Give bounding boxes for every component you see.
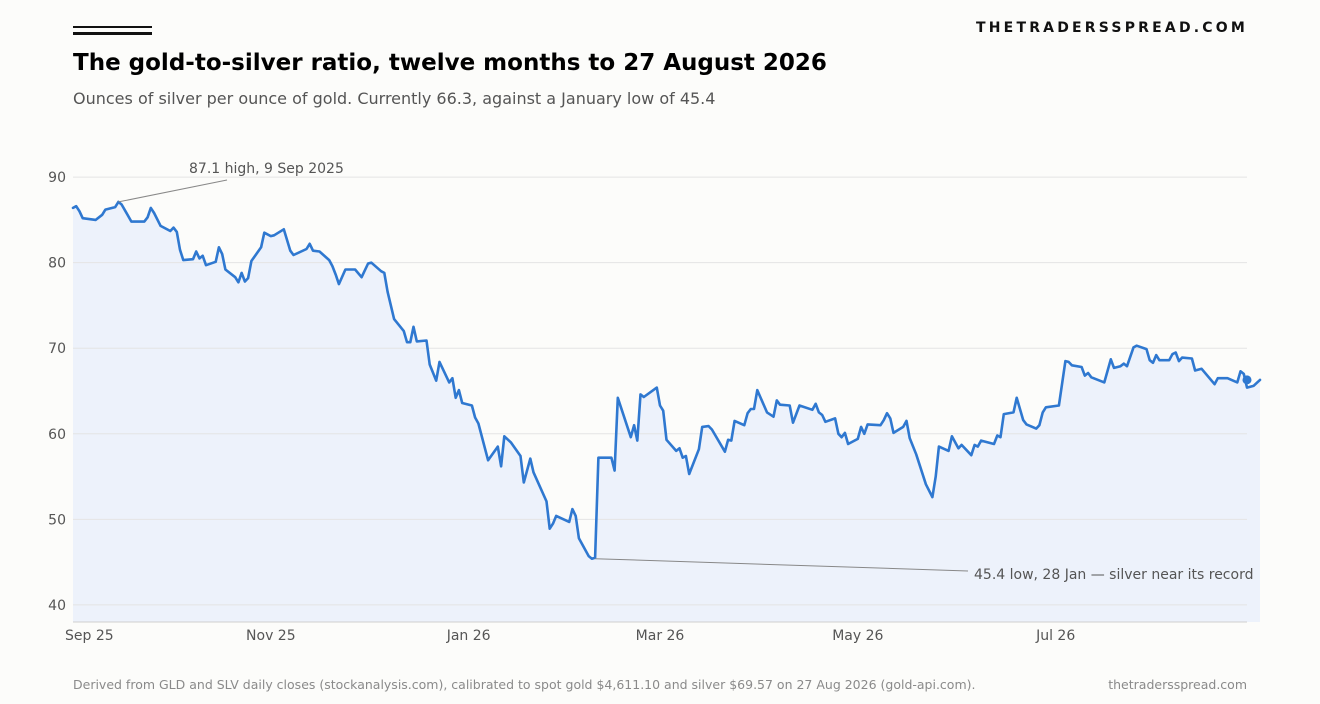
series-line — [71, 200, 1262, 560]
chart-title: The gold-to-silver ratio, twelve months … — [73, 50, 827, 76]
header-rule-thin — [73, 26, 152, 28]
footer-site-link: thetradersspread.com — [1108, 677, 1247, 692]
last-point-marker — [1242, 375, 1252, 385]
y-tick-label-40: 40 — [48, 598, 66, 614]
chart-subtitle: Ounces of silver per ounce of gold. Curr… — [73, 89, 716, 108]
annotation-low-leader — [595, 558, 969, 572]
annotation-low-label: 45.4 low, 28 Jan — silver near its recor… — [974, 567, 1253, 583]
x-tick-label-mar-26: Mar 26 — [636, 628, 685, 644]
x-tick-label-nov-25: Nov 25 — [246, 628, 296, 644]
x-tick-label-jan-26: Jan 26 — [446, 628, 491, 644]
y-tick-label-70: 70 — [48, 341, 66, 357]
annotation-high-label: 87.1 high, 9 Sep 2025 — [189, 161, 344, 177]
x-tick-label-may-26: May 26 — [832, 628, 883, 644]
y-tick-label-60: 60 — [48, 427, 66, 443]
header-rule-thick — [73, 32, 152, 35]
y-tick-label-50: 50 — [48, 512, 66, 528]
x-tick-label-jul-26: Jul 26 — [1035, 628, 1075, 644]
x-tick-label-sep-25: Sep 25 — [65, 628, 114, 644]
annotation-high-leader — [118, 179, 228, 203]
y-tick-label-90: 90 — [48, 170, 66, 186]
source-note: Derived from GLD and SLV daily closes (s… — [73, 677, 976, 692]
y-tick-label-80: 80 — [48, 256, 66, 272]
area-fill — [73, 201, 1260, 622]
brand-wordmark: THETRADERSSPREAD.COM — [976, 20, 1248, 36]
